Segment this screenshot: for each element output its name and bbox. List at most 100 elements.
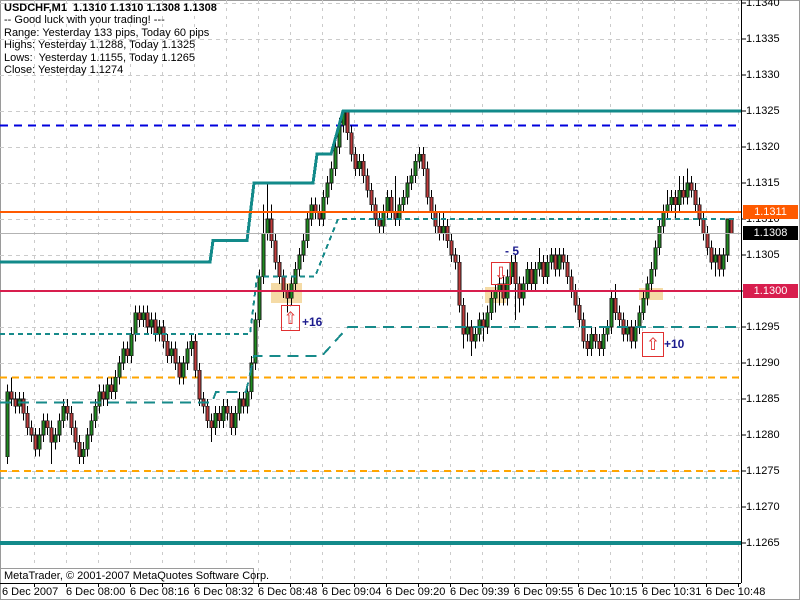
bull-candle: [297, 254, 302, 270]
bear-candle: [469, 326, 474, 342]
bear-candle: [673, 197, 678, 205]
bull-candle: [653, 247, 658, 270]
y-axis-label: 1.1295: [746, 321, 780, 333]
y-axis-label: 1.1265: [746, 537, 780, 549]
price-badge-ask: 1.1311: [743, 204, 798, 219]
bull-candle: [473, 333, 478, 342]
bear-candle: [101, 391, 106, 400]
x-axis-label: 6 Dec 10:48: [706, 586, 766, 598]
bull-candle: [489, 297, 494, 313]
bear-candle: [193, 341, 198, 371]
bear-candle: [581, 319, 586, 342]
y-axis-label: 1.1270: [746, 501, 780, 513]
bear-candle: [25, 413, 30, 429]
bear-candle: [377, 218, 382, 227]
bear-candle: [529, 269, 534, 285]
bull-candle: [89, 420, 94, 436]
bull-candle: [321, 197, 326, 220]
bull-candle: [257, 276, 262, 321]
buy-arrow-marker[interactable]: ⇧: [642, 332, 664, 357]
bull-candle: [493, 290, 498, 299]
bear-candle: [137, 312, 142, 321]
bull-candle: [85, 434, 90, 450]
bull-candle: [657, 225, 662, 249]
bull-candle: [505, 276, 510, 299]
bear-candle: [437, 225, 442, 234]
y-axis-label: 1.1330: [746, 69, 780, 81]
bull-candle: [189, 341, 194, 349]
bear-candle: [541, 261, 546, 277]
bear-candle: [9, 391, 14, 400]
bear-candle: [513, 261, 518, 285]
bear-candle: [457, 261, 462, 306]
highs-line: Highs: Yesterday 1.1288, Today 1.1325: [4, 39, 196, 52]
bull-candle: [405, 182, 410, 198]
bear-candle: [197, 369, 202, 400]
bear-candle: [425, 168, 430, 198]
bear-candle: [593, 333, 598, 342]
bull-candle: [185, 348, 190, 364]
x-axis-label: 6 Dec 10:31: [642, 586, 702, 598]
y-axis-label: 1.1335: [746, 33, 780, 45]
bull-candle: [301, 240, 306, 256]
x-axis-label: 6 Dec 09:20: [386, 586, 446, 598]
y-axis-label: 1.1325: [746, 105, 780, 117]
candles-layer: [5, 110, 734, 464]
bull-candle: [465, 326, 470, 335]
bear-candle: [21, 398, 26, 414]
sell-arrow-marker[interactable]: ⇩: [491, 262, 511, 285]
bull-candle: [325, 182, 330, 198]
bull-candle: [97, 391, 102, 407]
buy-arrow-marker[interactable]: ⇧: [281, 305, 300, 331]
bear-candle: [429, 197, 434, 213]
bull-candle: [409, 175, 414, 184]
bull-candle: [53, 434, 58, 443]
bull-candle: [157, 326, 162, 335]
bull-candle: [589, 333, 594, 349]
bear-candle: [481, 319, 486, 328]
bear-candle: [717, 254, 722, 270]
bull-candle: [57, 420, 62, 436]
bull-candle: [661, 211, 666, 227]
close-line: Close: Yesterday 1.1274: [4, 64, 124, 77]
bear-candle: [273, 240, 278, 263]
bull-candle: [37, 434, 42, 450]
bear-candle: [421, 153, 426, 169]
bear-candle: [225, 405, 230, 414]
bull-candle: [221, 405, 226, 421]
bear-candle: [277, 261, 282, 277]
bull-candle: [385, 197, 390, 213]
bear-candle: [13, 398, 18, 407]
chart-info-block: USDCHF,M1 1.1310 1.1310 1.1308 1.1308 --…: [4, 2, 217, 76]
bull-candle: [601, 333, 606, 349]
bull-candle: [549, 254, 554, 263]
bull-candle: [105, 384, 110, 400]
bear-candle: [73, 427, 78, 443]
bear-candle: [689, 182, 694, 191]
price-badge-level: 1.1300: [743, 284, 798, 298]
bull-candle: [441, 225, 446, 234]
bear-candle: [177, 362, 182, 378]
bull-candle: [305, 218, 310, 241]
support-step-line-upper: [0, 218, 737, 336]
bear-candle: [361, 161, 366, 177]
bull-candle: [537, 261, 542, 270]
bear-candle: [461, 305, 466, 335]
bull-candle: [261, 233, 266, 277]
bear-candle: [205, 405, 210, 421]
bull-candle: [725, 218, 730, 256]
bull-candle: [557, 254, 562, 270]
x-axis-label: 6 Dec 08:16: [130, 586, 190, 598]
bull-candle: [61, 405, 66, 421]
bear-candle: [561, 254, 566, 263]
x-axis-label: 6 Dec 09:04: [322, 586, 382, 598]
y-axis-label: 1.1280: [746, 429, 780, 441]
y-axis-label: 1.1315: [746, 177, 780, 189]
bear-candle: [453, 254, 458, 263]
bull-candle: [605, 326, 610, 335]
bull-candle: [533, 269, 538, 285]
bull-candle: [169, 348, 174, 357]
bull-candle: [677, 189, 682, 205]
